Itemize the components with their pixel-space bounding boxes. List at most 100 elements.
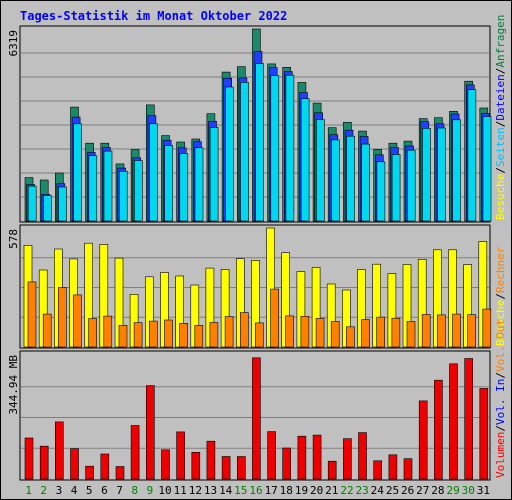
bar-top-seiten-2 <box>43 195 52 222</box>
bar-bottom-volumen-9 <box>146 385 155 480</box>
side-legend-bottom: Volumen/Vol. In/Vol. Out <box>494 319 507 478</box>
legend-entry: Besuche <box>494 300 507 346</box>
bar-middle-rechner-19 <box>300 315 310 348</box>
bar-bottom-volumen-31 <box>479 388 489 480</box>
bar-top-seiten-10 <box>164 145 173 222</box>
bar-top-seiten-6 <box>103 150 113 222</box>
chart-title: Tages-Statistik im Monat Oktober 2022 <box>20 9 287 23</box>
x-tick-label: 30 <box>462 484 475 497</box>
bar-bottom-volumen-14 <box>221 456 231 480</box>
x-tick-label: 2 <box>40 484 47 497</box>
series-seiten <box>27 63 492 222</box>
bar-middle-rechner-8 <box>133 322 143 348</box>
legend-entry: Besuche <box>494 174 507 220</box>
bar-top-seiten-21 <box>331 139 340 222</box>
x-tick-label: 28 <box>431 484 444 497</box>
legend-entry: Volumen <box>494 432 507 478</box>
x-tick-label: 23 <box>355 484 368 497</box>
x-tick-label: 11 <box>174 484 187 497</box>
bar-middle-rechner-3 <box>57 287 67 348</box>
legend-entry: Dateien <box>494 74 507 120</box>
legend-entry: Vol. Out <box>494 319 507 372</box>
bar-top-seiten-11 <box>179 153 189 222</box>
bar-middle-rechner-10 <box>164 319 173 348</box>
bar-top-seiten-3 <box>58 186 67 222</box>
x-tick-label: 7 <box>116 484 123 497</box>
bar-bottom-volumen-2 <box>39 445 49 480</box>
bar-middle-rechner-7 <box>118 325 128 348</box>
bar-middle-rechner-26 <box>406 321 416 348</box>
bar-middle-rechner-20 <box>315 318 325 348</box>
bar-bottom-volumen-5 <box>85 465 94 480</box>
bar-middle-rechner-4 <box>73 294 82 348</box>
bar-top-seiten-19 <box>300 98 310 222</box>
bar-middle-rechner-29 <box>452 313 461 348</box>
bar-top-seiten-20 <box>315 119 325 222</box>
bar-bottom-volumen-16 <box>252 357 261 480</box>
bar-middle-rechner-23 <box>361 319 370 348</box>
bar-bottom-volumen-20 <box>312 434 322 480</box>
legend-entry: / <box>494 372 507 379</box>
bar-top-seiten-4 <box>73 123 82 222</box>
x-tick-label: 19 <box>295 484 308 497</box>
bar-middle-rechner-1 <box>27 281 37 348</box>
x-tick-label: 25 <box>386 484 399 497</box>
bar-middle-rechner-31 <box>482 308 492 348</box>
x-axis-labels: 1 2 3 4 5 6 7 8 9 10 11 12 13 14 15 16 17 18 19 20 21 22 23 24 2… <box>25 484 490 497</box>
bar-middle-rechner-27 <box>421 314 431 348</box>
legend-entry: / <box>494 121 507 128</box>
bar-top-seiten-18 <box>285 74 295 222</box>
bar-bottom-volumen-26 <box>403 458 413 480</box>
bar-top-seiten-23 <box>361 143 371 222</box>
bar-top-seiten-30 <box>467 89 477 222</box>
x-tick-label: 17 <box>265 484 278 497</box>
bar-top-seiten-28 <box>437 127 446 222</box>
bar-bottom-volumen-12 <box>191 451 201 480</box>
legend-entry: / <box>494 293 507 300</box>
bar-middle-rechner-5 <box>88 318 97 348</box>
bar-top-seiten-17 <box>270 75 280 222</box>
x-tick-label: 15 <box>234 484 247 497</box>
panel-middle: 578 Besuche/Rechner <box>7 224 507 349</box>
x-tick-label: 26 <box>401 484 414 497</box>
y-max-label: 6319 <box>7 30 20 57</box>
bar-bottom-volumen-24 <box>373 460 383 480</box>
series-volumen <box>24 357 489 480</box>
bar-middle-rechner-12 <box>194 325 204 348</box>
x-tick-label: 16 <box>249 484 262 497</box>
bar-bottom-volumen-4 <box>70 448 79 480</box>
y-max-label: 578 <box>7 229 20 249</box>
bar-middle-rechner-14 <box>224 316 234 348</box>
bar-top-seiten-15 <box>240 82 249 222</box>
x-tick-label: 22 <box>340 484 353 497</box>
side-legend-middle: Besuche/Rechner <box>494 246 507 346</box>
bar-middle-rechner-24 <box>376 316 386 348</box>
bar-bottom-volumen-8 <box>130 425 140 480</box>
bar-middle-rechner-9 <box>149 320 158 348</box>
bar-middle-rechner-28 <box>437 314 446 348</box>
x-tick-label: 8 <box>131 484 138 497</box>
bar-middle-rechner-15 <box>240 312 249 348</box>
bar-bottom-volumen-10 <box>161 449 170 480</box>
side-legend-top: Besuche/Seiten/Dateien/Anfragen <box>494 15 507 220</box>
x-tick-label: 9 <box>147 484 154 497</box>
bar-bottom-volumen-19 <box>297 435 307 480</box>
bar-top-seiten-9 <box>149 123 158 222</box>
legend-entry: / <box>494 167 507 174</box>
bar-bottom-volumen-3 <box>54 421 64 480</box>
bar-middle-rechner-21 <box>330 321 340 348</box>
bar-bottom-volumen-7 <box>115 466 125 480</box>
bar-bottom-volumen-13 <box>206 440 216 480</box>
bar-top-seiten-26 <box>406 149 416 222</box>
bar-top-seiten-8 <box>134 160 143 222</box>
bar-top-seiten-22 <box>346 135 355 222</box>
bar-middle-rechner-17 <box>270 288 279 348</box>
x-tick-label: 24 <box>371 484 385 497</box>
legend-entry: Anfragen <box>494 15 507 68</box>
bar-middle-rechner-22 <box>346 326 355 348</box>
legend-entry: Rechner <box>494 246 507 293</box>
bar-top-seiten-25 <box>391 154 401 222</box>
bar-top-seiten-31 <box>482 116 492 222</box>
